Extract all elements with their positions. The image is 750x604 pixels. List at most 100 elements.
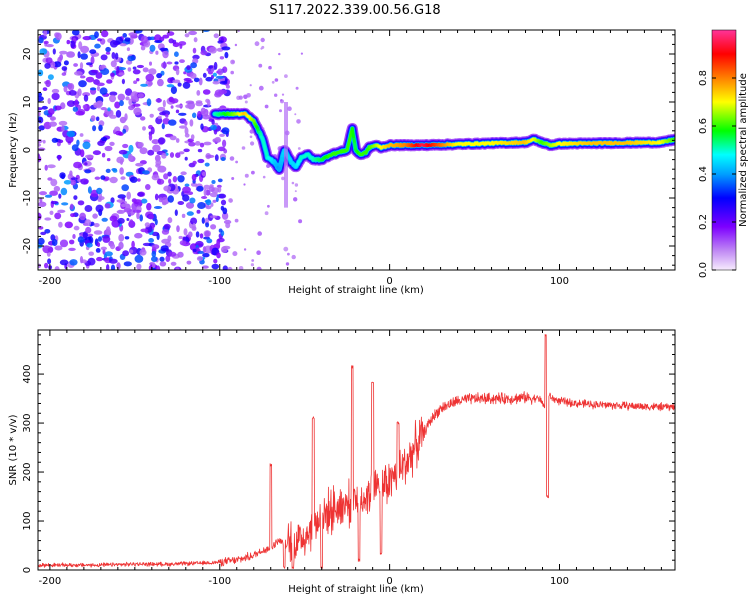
spectrogram-noise-cell (54, 106, 61, 111)
spectrogram-noise-cell (80, 53, 88, 60)
spectrogram-noise-cell (85, 219, 92, 226)
spectrogram-noise-cell (162, 123, 165, 129)
spectrogram-noise-cell (156, 265, 160, 272)
spectrogram-noise-cell (105, 47, 111, 52)
spectrogram-noise-cell (109, 259, 118, 264)
spectrogram-noise-cell (186, 80, 193, 83)
spectrogram-noise-cell (210, 125, 217, 131)
spectrogram-noise-cell (87, 234, 93, 237)
spectrogram-noise-cell (68, 248, 76, 251)
spectrogram-noise-cell (204, 189, 207, 197)
spectrogram-noise-cell (138, 142, 144, 147)
spectrogram-noise-cell (117, 199, 125, 202)
spectrogram-noise-cell (146, 74, 155, 82)
spectrogram-noise-cell (206, 155, 214, 158)
spectrogram-noise-cell (85, 155, 94, 159)
spectrogram-noise-cell (163, 186, 171, 192)
spectrogram-noise-cell (224, 52, 228, 58)
spectrogram-noise-cell (59, 172, 65, 178)
spectrogram-noise-cell (179, 236, 183, 239)
spectrogram-noise-cell (190, 62, 197, 68)
spectrogram-noise-cell (89, 49, 96, 54)
spectrogram-noise-cell (179, 44, 182, 49)
spectrogram-noise-cell (62, 66, 68, 71)
spectrogram-noise-cell (110, 73, 115, 77)
spectrogram-noise-cell (134, 233, 142, 239)
spectrogram-noise-cell (267, 205, 270, 208)
spectrogram-noise-cell (162, 202, 166, 206)
spectrogram-noise-cell (184, 228, 188, 235)
spectrogram-noise-cell (116, 66, 119, 74)
spectrogram-noise-cell (272, 81, 275, 84)
spectrogram-noise-cell (257, 267, 262, 272)
spectrogram-noise-cell (125, 96, 129, 100)
spectrogram-noise-cell (200, 233, 204, 238)
spectrogram-noise-cell (101, 54, 108, 60)
spectrogram-noise-cell (216, 252, 221, 258)
spectrogram-noise-cell (218, 194, 226, 199)
spectrogram-noise-cell (44, 63, 50, 69)
spectrogram-noise-cell (218, 179, 223, 183)
spectrogram-noise-cell (72, 144, 79, 151)
spectrogram-noise-cell (287, 253, 290, 256)
spectrogram-noise-cell (295, 190, 297, 192)
spectrogram-noise-cell (159, 257, 164, 262)
spectrogram-noise-cell (109, 177, 117, 183)
spectrogram-noise-cell (195, 141, 201, 146)
spectrogram-noise-cell (140, 84, 148, 87)
spectrogram-noise-cell (75, 111, 84, 116)
spectrogram-noise-cell (67, 131, 76, 137)
spectrogram-noise-cell (84, 95, 88, 102)
spectrogram-noise-cell (176, 225, 180, 232)
spectrogram-noise-cell (168, 252, 176, 257)
spectrogram-noise-cell (171, 86, 177, 94)
spectrogram-noise-cell (94, 223, 100, 227)
spectrogram-noise-cell (165, 114, 168, 118)
spectrogram-noise-cell (162, 229, 169, 235)
spectrogram-noise-cell (59, 121, 68, 126)
spectrogram-noise-cell (296, 87, 299, 90)
spectrogram-noise-cell (112, 52, 116, 59)
snr-ytick-label: 300 (22, 414, 33, 433)
spectrogram-noise-cell (218, 147, 226, 152)
spectrogram-noise-cell (62, 72, 67, 76)
colorbar: 0.00.20.40.60.8 Normalized spectral ampl… (698, 30, 749, 278)
spectrogram-noise-cell (121, 203, 127, 207)
spectrogram-noise-cell (61, 202, 68, 205)
spectrogram-noise-cell (230, 71, 234, 75)
spectrogram-noise-cell (40, 232, 46, 235)
spectrogram-noise-cell (235, 161, 238, 164)
spectrogram-noise-cell (46, 57, 53, 63)
spectrogram-noise-cell (94, 44, 101, 49)
spectrogram-noise-cell (283, 247, 288, 252)
spectrogram-noise-cell (215, 154, 219, 161)
spectrogram-noise-cell (80, 133, 84, 137)
spectrogram-noise-cell (58, 155, 61, 161)
spectrogram-noise-cell (90, 87, 96, 90)
spectrogram-noise-cell (171, 262, 177, 266)
spectrogram-noise-cell (148, 82, 153, 86)
spectrogram-noise-cell (192, 174, 197, 181)
spectrogram-noise-cell (119, 150, 128, 155)
spectrogram-noise-cell (206, 205, 212, 209)
spectrogram-noise-cell (219, 134, 225, 137)
spectrogram-noise-cell (128, 105, 134, 110)
spectrogram-noise-cell (96, 117, 99, 122)
spectrogram-noise-cell (39, 191, 47, 195)
spectrogram-noise-cell (257, 231, 262, 236)
spectrogram-noise-cell (161, 153, 166, 159)
spectrogram-noise-cell (212, 264, 220, 270)
snr-xtick-label: -200 (39, 576, 62, 587)
spectrogram-noise-cell (78, 51, 81, 58)
spectrogram-noise-cell (48, 108, 55, 115)
spectrogram-noise-cell (205, 99, 209, 103)
spectrogram-noise-cell (38, 202, 46, 208)
spectrogram-noise-cell (78, 200, 85, 205)
spectrogram-noise-cell (61, 125, 64, 132)
spectrogram-noise-cell (119, 100, 124, 106)
spectrogram-noise-cell (296, 119, 301, 124)
spectrogram-noise-cell (189, 198, 195, 204)
spectrogram-noise-cell (71, 180, 77, 186)
spectrogram-noise-cell (37, 154, 41, 162)
